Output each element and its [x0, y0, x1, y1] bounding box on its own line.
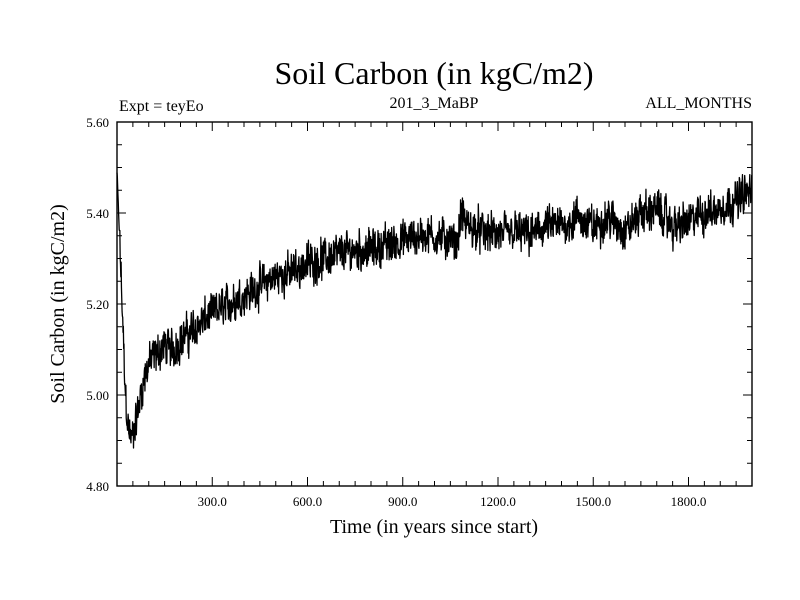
y-tick-label: 5.00: [86, 388, 109, 403]
y-tick-label: 5.60: [86, 115, 109, 130]
months-label: ALL_MONTHS: [645, 95, 752, 112]
x-tick-label: 1500.0: [575, 494, 611, 509]
x-tick-label: 600.0: [293, 494, 322, 509]
x-tick-label: 300.0: [198, 494, 227, 509]
x-tick-label: 900.0: [388, 494, 417, 509]
y-tick-label: 4.80: [86, 479, 109, 494]
y-axis-label: Soil Carbon (in kgC/m2): [47, 204, 69, 403]
axes-layer: 300.0 600.0 900.0 1200.0 1500.0 1800.0 4.80 5.0…: [86, 115, 752, 509]
plot-frame: [116, 121, 753, 487]
y-tick-label: 5.40: [86, 206, 109, 221]
period-label: 201_3_MaBP: [390, 95, 479, 112]
experiment-label: Expt = teyEo: [119, 98, 204, 115]
y-tick-label: 5.20: [86, 297, 109, 312]
plot-data-layer: [116, 172, 753, 449]
chart-title: Soil Carbon (in kgC/m2): [274, 55, 593, 91]
x-tick-label: 1200.0: [480, 494, 516, 509]
series-line-soil_carbon: [116, 172, 753, 449]
x-axis-label: Time (in years since start): [330, 516, 538, 538]
x-tick-label: 1800.0: [671, 494, 707, 509]
